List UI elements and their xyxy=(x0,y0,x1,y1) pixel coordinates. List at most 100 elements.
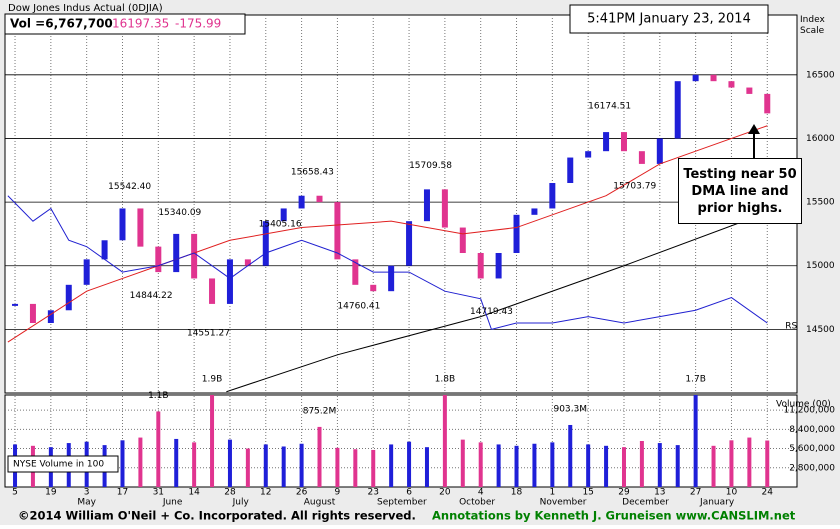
volume-bar xyxy=(192,442,197,487)
price-bar xyxy=(656,138,663,164)
x-tick-label: 9 xyxy=(335,488,341,498)
x-tick-label: 26 xyxy=(296,488,308,498)
price-bar xyxy=(370,284,377,292)
price-bar xyxy=(674,81,681,139)
price-bar xyxy=(531,208,538,215)
volume-bar xyxy=(120,440,125,487)
price-bar xyxy=(280,208,287,222)
x-tick-label: 23 xyxy=(368,488,379,498)
volume-bar xyxy=(532,443,537,487)
plot: 5 19 3 17 31 14 28 12 26 9 23 6 20 4 18 1 15 29 13 27 10 24 Ma… xyxy=(5,15,835,508)
month-label: July xyxy=(232,498,250,508)
volume-bar xyxy=(138,437,143,487)
volume-bar xyxy=(639,441,644,487)
y-tick-label: 15500 xyxy=(806,198,835,208)
price-bar xyxy=(173,233,180,273)
volume-bar xyxy=(174,438,179,487)
volume-bar xyxy=(442,395,447,487)
volume-bar xyxy=(460,439,465,487)
copyright: ©2014 William O'Neil + Co. Incorporated.… xyxy=(18,509,416,523)
volume-bar xyxy=(424,447,429,487)
month-label: May xyxy=(77,498,96,508)
price-annotation: 15405.16 xyxy=(259,220,302,230)
info-box xyxy=(4,13,246,35)
price-bar xyxy=(47,310,54,323)
x-tick-label: 3 xyxy=(84,488,90,498)
price-bar xyxy=(83,259,90,285)
x-tick-label: 19 xyxy=(45,488,57,498)
volume-annotation: 1.8B xyxy=(435,375,456,385)
x-tick-label: 29 xyxy=(618,488,630,498)
volume-bar xyxy=(496,444,501,487)
x-tick-label: 17 xyxy=(117,488,128,498)
volume-annotation: 1.7B xyxy=(685,375,706,385)
month-label: January xyxy=(699,498,735,508)
price-bar xyxy=(638,151,645,164)
volume-bar xyxy=(371,449,376,487)
credit: Annotations by Kenneth J. Gruneisen www.… xyxy=(432,509,796,523)
price-bar xyxy=(406,221,413,266)
volume-bar xyxy=(675,445,680,487)
volume-bar xyxy=(621,447,626,487)
price-bar xyxy=(262,221,269,266)
volume-tick-label: 5,600,000 xyxy=(789,444,835,454)
volume-bar xyxy=(389,444,394,487)
volume-bar xyxy=(747,437,752,487)
chart-title: Dow Jones Indus Actual (0DJIA) xyxy=(8,3,163,14)
volume-bar xyxy=(227,439,232,487)
volume-annotation: 875.2M xyxy=(303,406,337,416)
note-arrowhead xyxy=(748,124,760,134)
x-tick-label: 1 xyxy=(549,488,555,498)
volume-bar xyxy=(317,426,322,487)
scale-label-box: Index Scale xyxy=(800,15,825,36)
month-label: October xyxy=(459,498,495,508)
x-tick-label: 12 xyxy=(260,488,271,498)
volume-bar xyxy=(765,440,770,487)
y-tick-label: 16000 xyxy=(806,134,835,144)
volume-bar xyxy=(299,443,304,487)
rs-label: RS xyxy=(785,322,797,332)
volume-text: Vol =6,767,700 xyxy=(10,17,113,31)
volume-bar xyxy=(550,442,555,487)
price-bar xyxy=(226,259,233,304)
month-label: November xyxy=(540,498,587,508)
price-bar xyxy=(209,278,216,304)
price-bar xyxy=(423,189,430,222)
x-tick-label: 14 xyxy=(188,488,200,498)
volume-annotation: 1.1B xyxy=(148,391,169,401)
price-bar xyxy=(29,303,36,323)
price-bar xyxy=(352,259,359,285)
price-bar xyxy=(549,183,556,209)
x-tick-label: 28 xyxy=(224,488,236,498)
price-bar xyxy=(244,259,251,266)
y-tick-label: 14500 xyxy=(806,325,835,335)
timestamp-box xyxy=(569,4,769,34)
volume-annotation: 1.9B xyxy=(202,375,223,385)
volume-bar xyxy=(353,449,358,487)
volume-bar xyxy=(210,395,215,487)
timestamp: 5:41PM January 23, 2014 xyxy=(587,12,751,27)
price-bar xyxy=(710,74,717,82)
ma50-line xyxy=(7,125,768,343)
volume-bar xyxy=(657,443,662,487)
volume-bar xyxy=(693,395,698,487)
y-tick-label: 15000 xyxy=(806,261,835,271)
price-bar xyxy=(620,132,627,152)
price-bar xyxy=(298,195,305,209)
price-bar xyxy=(764,93,771,114)
ma200-line xyxy=(226,207,779,393)
price-bar xyxy=(459,227,466,253)
price-annotation: 15340.09 xyxy=(158,208,201,218)
y-tick-label: 16500 xyxy=(806,70,835,80)
price-bar xyxy=(155,246,162,273)
volume-bar xyxy=(729,440,734,487)
price-annotation: 15703.79 xyxy=(613,182,656,192)
price-bar xyxy=(585,151,592,158)
x-tick-label: 10 xyxy=(726,488,738,498)
x-tick-label: 27 xyxy=(690,488,701,498)
price-bar xyxy=(441,189,448,228)
volume-bar xyxy=(263,444,268,487)
price-annotation: 15542.40 xyxy=(108,182,151,192)
price-bar xyxy=(388,265,395,292)
